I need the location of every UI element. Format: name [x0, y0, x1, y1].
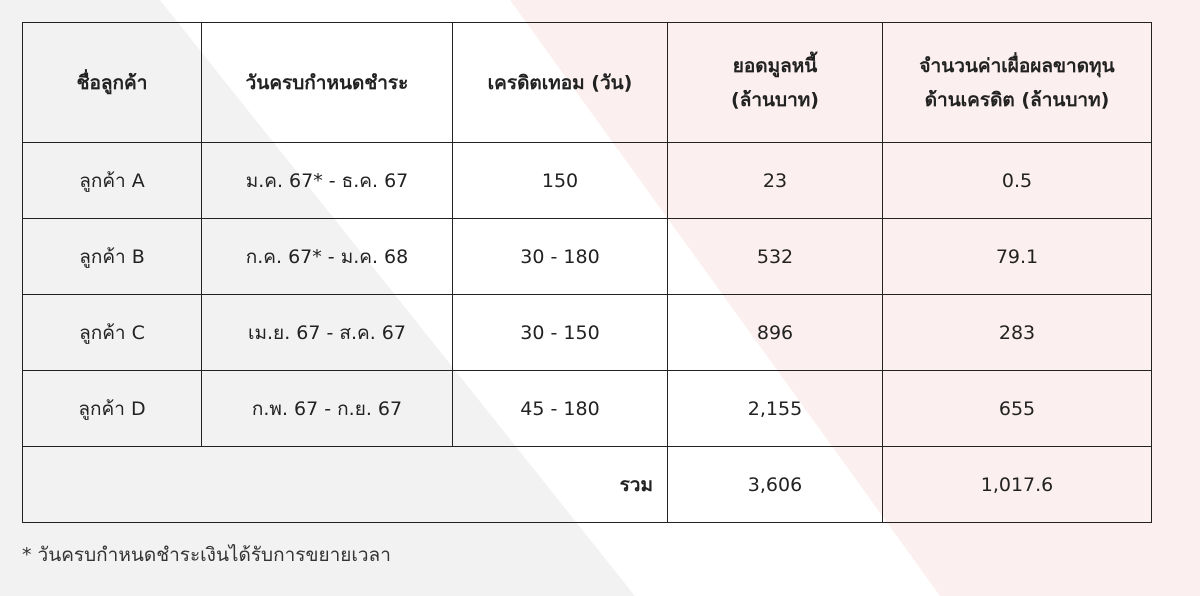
customer-name: ลูกค้า C: [22, 294, 202, 371]
total-allowance: 1,017.6: [882, 446, 1152, 523]
credit-term: 30 - 180: [452, 218, 668, 295]
total-label: รวม: [22, 446, 668, 523]
allowance-amount: 0.5: [882, 142, 1152, 219]
table-row: ลูกค้า C เม.ย. 67 - ส.ค. 67 30 - 150 896…: [22, 294, 1152, 371]
header-allowance: จำนวนค่าเผื่อผลขาดทุน ด้านเครดิต (ล้านบา…: [882, 22, 1152, 143]
header-customer: ชื่อลูกค้า: [22, 22, 202, 143]
table-row: ลูกค้า D ก.พ. 67 - ก.ย. 67 45 - 180 2,15…: [22, 370, 1152, 447]
header-credit-term: เครดิตเทอม (วัน): [452, 22, 668, 143]
debt-amount: 2,155: [667, 370, 883, 447]
allowance-amount: 79.1: [882, 218, 1152, 295]
header-debt: ยอดมูลหนี้ (ล้านบาท): [667, 22, 883, 143]
total-debt: 3,606: [667, 446, 883, 523]
customer-name: ลูกค้า B: [22, 218, 202, 295]
customer-name: ลูกค้า D: [22, 370, 202, 447]
header-due-date: วันครบกำหนดชำระ: [201, 22, 453, 143]
due-date: ม.ค. 67* - ธ.ค. 67: [201, 142, 453, 219]
due-date: ก.พ. 67 - ก.ย. 67: [201, 370, 453, 447]
total-row: รวม 3,606 1,017.6: [22, 446, 1152, 523]
credit-term: 30 - 150: [452, 294, 668, 371]
table-row: ลูกค้า B ก.ค. 67* - ม.ค. 68 30 - 180 532…: [22, 218, 1152, 295]
header-row: ชื่อลูกค้า วันครบกำหนดชำระ เครดิตเทอม (ว…: [22, 22, 1152, 143]
allowance-amount: 283: [882, 294, 1152, 371]
allowance-amount: 655: [882, 370, 1152, 447]
debt-amount: 23: [667, 142, 883, 219]
debt-amount: 896: [667, 294, 883, 371]
credit-term: 45 - 180: [452, 370, 668, 447]
credit-term: 150: [452, 142, 668, 219]
due-date: ก.ค. 67* - ม.ค. 68: [201, 218, 453, 295]
table-row: ลูกค้า A ม.ค. 67* - ธ.ค. 67 150 23 0.5: [22, 142, 1152, 219]
footnote: * วันครบกำหนดชำระเงินได้รับการขยายเวลา: [22, 544, 391, 566]
debt-amount: 532: [667, 218, 883, 295]
due-date: เม.ย. 67 - ส.ค. 67: [201, 294, 453, 371]
credit-loss-table: ชื่อลูกค้า วันครบกำหนดชำระ เครดิตเทอม (ว…: [22, 22, 1152, 523]
customer-name: ลูกค้า A: [22, 142, 202, 219]
